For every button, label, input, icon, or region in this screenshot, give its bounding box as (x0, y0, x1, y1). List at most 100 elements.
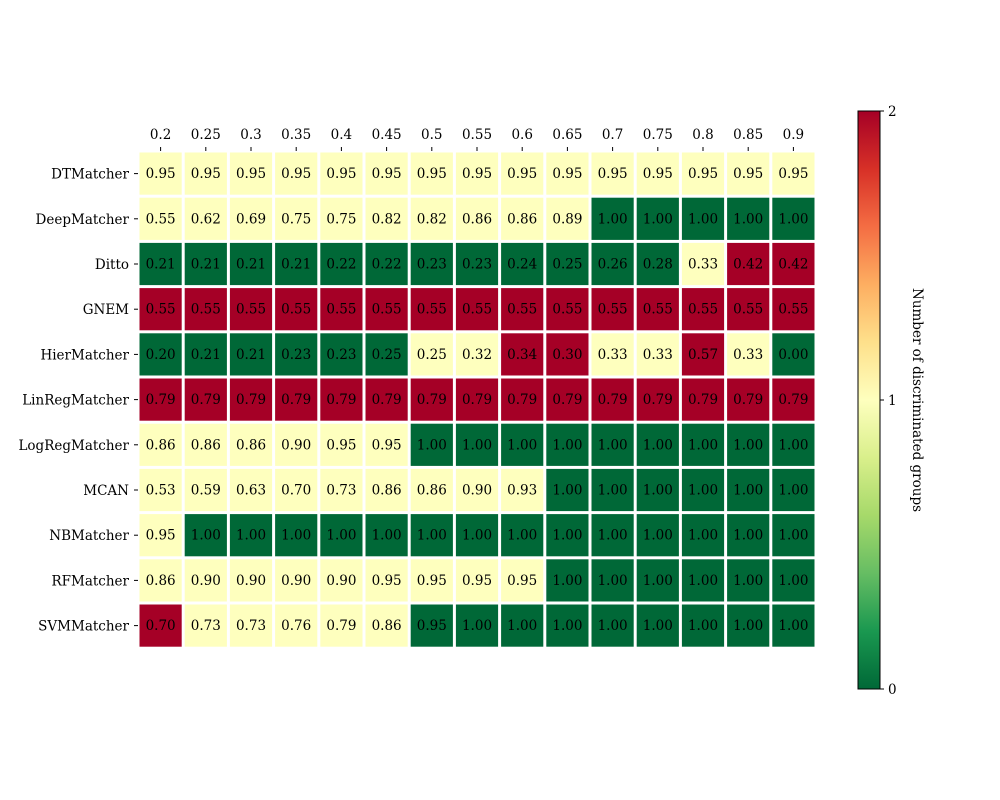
cell-value-label: 0.55 (643, 302, 673, 318)
heatmap-cell (139, 197, 182, 240)
cell-value-label: 0.21 (191, 347, 221, 363)
heatmap-cell (320, 152, 363, 195)
heatmap-cell (184, 468, 227, 512)
cell-value-label: 0.95 (417, 618, 447, 634)
heatmap-cell (275, 333, 318, 376)
cell-value-label: 0.21 (236, 347, 266, 363)
heatmap-cell (320, 468, 363, 512)
cell-value-label: 1.00 (417, 437, 447, 453)
heatmap-cell (410, 423, 453, 466)
heatmap-cell (636, 333, 679, 376)
heatmap-cell (772, 242, 815, 286)
cell-value-label: 0.95 (598, 166, 628, 182)
heatmap-cell (591, 152, 634, 195)
colorbar-tick-label: 2 (888, 104, 897, 120)
cell-value-label: 0.95 (417, 166, 447, 182)
heatmap-cell (320, 423, 363, 466)
cell-value-label: 0.95 (507, 166, 537, 182)
heatmap-cell (546, 423, 589, 466)
heatmap-cell (501, 152, 544, 195)
heatmap-cell (139, 378, 182, 421)
cell-value-label: 0.95 (417, 573, 447, 589)
heatmap-cell (320, 604, 363, 647)
heatmap-cell (591, 514, 634, 557)
cell-value-label: 0.55 (146, 211, 176, 227)
heatmap-cell (681, 197, 725, 240)
heatmap-cell (365, 559, 408, 602)
column-tick-label: 0.9 (783, 127, 804, 143)
heatmap-cell (455, 423, 499, 466)
heatmap-cell (365, 288, 408, 331)
heatmap-cell (410, 559, 453, 602)
cell-value-label: 0.82 (417, 211, 447, 227)
row-tick-label: SVMMatcher (38, 619, 129, 635)
heatmap-cell (636, 423, 679, 466)
heatmap-cell (139, 604, 182, 647)
heatmap-cell (184, 333, 227, 376)
heatmap-cell (501, 423, 544, 466)
heatmap-cell (681, 242, 725, 286)
heatmap-cell (681, 604, 725, 647)
cell-value-label: 0.86 (236, 437, 266, 453)
heatmap-cell (229, 378, 273, 421)
cell-value-label: 0.79 (236, 392, 266, 408)
heatmap-cell (410, 197, 453, 240)
cell-value-label: 0.95 (372, 437, 402, 453)
heatmap-cell (546, 288, 589, 331)
cell-value-label: 1.00 (507, 528, 537, 544)
heatmap-cell (275, 514, 318, 557)
cell-value-label: 0.55 (598, 302, 628, 318)
heatmap-cell (546, 514, 589, 557)
heatmap-cell (546, 197, 589, 240)
heatmap-cell (772, 423, 815, 466)
row-tick-label: LinRegMatcher (22, 393, 129, 409)
cell-value-label: 0.79 (643, 392, 673, 408)
heatmap-cell (410, 333, 453, 376)
cell-value-label: 0.62 (191, 211, 221, 227)
cell-value-label: 0.23 (417, 257, 447, 273)
cell-value-label: 1.00 (598, 211, 628, 227)
cell-value-label: 0.55 (146, 302, 176, 318)
cell-value-label: 0.73 (191, 618, 221, 634)
cell-value-label: 0.22 (326, 257, 356, 273)
cell-value-label: 1.00 (643, 211, 673, 227)
cell-value-label: 1.00 (688, 437, 718, 453)
cell-value-label: 1.00 (417, 528, 447, 544)
cell-value-label: 0.33 (733, 347, 763, 363)
heatmap-cell (546, 333, 589, 376)
heatmap-cell (636, 514, 679, 557)
heatmap-cell (275, 604, 318, 647)
heatmap-cell (229, 559, 273, 602)
cell-value-label: 0.95 (326, 437, 356, 453)
heatmap-cell (772, 468, 815, 512)
cell-value-label: 0.75 (281, 211, 311, 227)
cell-value-label: 0.21 (191, 257, 221, 273)
heatmap-cell (229, 197, 273, 240)
cell-value-label: 0.86 (146, 437, 176, 453)
heatmap-cell (139, 152, 182, 195)
cell-value-label: 0.95 (146, 528, 176, 544)
cell-value-label: 0.00 (778, 347, 808, 363)
cell-value-label: 0.25 (417, 347, 447, 363)
cell-value-label: 0.79 (326, 392, 356, 408)
heatmap-cell (501, 288, 544, 331)
row-tick-label: LogRegMatcher (18, 438, 129, 454)
heatmap-cell (184, 514, 227, 557)
cell-value-label: 0.25 (552, 257, 582, 273)
heatmap-cell (139, 514, 182, 557)
cell-value-label: 0.26 (598, 257, 628, 273)
colorbar: 0 1 2 Number of discriminated groups (857, 104, 925, 698)
heatmap-cell (365, 514, 408, 557)
cell-value-label: 0.57 (688, 347, 718, 363)
cell-value-label: 0.79 (507, 392, 537, 408)
cell-value-label: 0.95 (326, 166, 356, 182)
cell-value-label: 1.00 (552, 573, 582, 589)
cell-value-label: 1.00 (733, 483, 763, 499)
heatmap-cell (636, 197, 679, 240)
heatmap-cell (229, 242, 273, 286)
cell-value-label: 0.79 (326, 618, 356, 634)
colorbar-ticks: 0 1 2 (880, 104, 897, 698)
heatmap-cell (591, 559, 634, 602)
cell-value-label: 0.86 (191, 437, 221, 453)
heatmap-cell (591, 242, 634, 286)
